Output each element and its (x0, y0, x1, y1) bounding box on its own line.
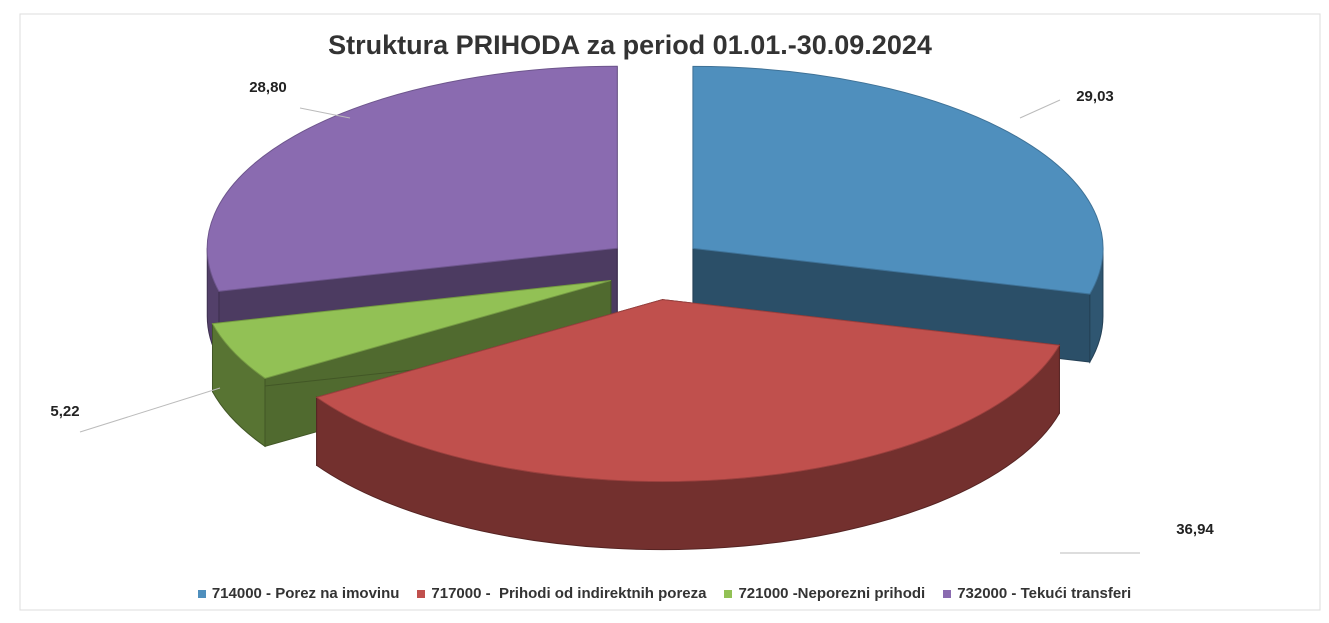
legend-item: 717000 - Prihodi od indirektnih poreza (417, 585, 706, 602)
legend: 714000 - Porez na imovinu 717000 - Prihod… (0, 585, 1329, 602)
frame (19, 13, 1321, 611)
legend-item: 721000 -Neporezni prihodi (724, 585, 925, 602)
data-label: 5,22 (50, 403, 79, 420)
legend-label: 732000 - Tekući transferi (957, 585, 1132, 602)
legend-item: 732000 - Tekući transferi (943, 585, 1131, 602)
leader-line (299, 107, 351, 119)
data-label: 28,80 (249, 79, 287, 96)
data-label: 29,03 (1076, 88, 1114, 105)
slice (692, 65, 1104, 295)
legend-item: 714000 - Porez na imovinu (197, 585, 400, 602)
legend-swatch (417, 589, 426, 598)
legend-label: 721000 -Neporezni prihodi (738, 585, 926, 602)
data-label: 36,94 (1176, 521, 1214, 538)
leader-line (1019, 99, 1061, 119)
legend-swatch (724, 589, 733, 598)
chart-title: Struktura PRIHODA za period 01.01.-30.09… (328, 30, 932, 60)
leader-line (79, 387, 221, 433)
legend-swatch (943, 589, 952, 598)
slice (206, 65, 618, 292)
legend-swatch (197, 589, 206, 598)
slice (211, 280, 611, 379)
legend-label: 714000 - Porez na imovinu (211, 585, 400, 602)
legend-label: 717000 - Prihodi od indirektnih poreza (431, 585, 707, 602)
slice (315, 299, 1061, 483)
